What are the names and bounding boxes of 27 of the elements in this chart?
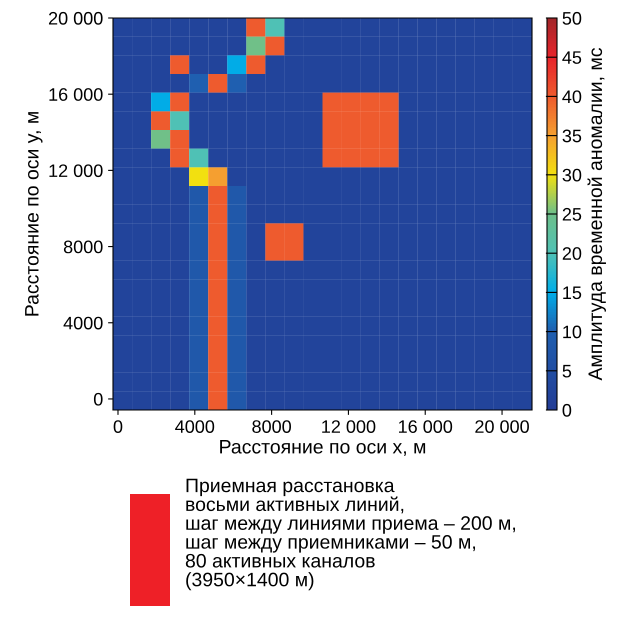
color-bar-label: 35 [562,130,582,142]
y-tick-label: 0 [94,392,103,406]
x-axis-title: Расстояние по оси x, м [220,440,426,456]
color-bar-label: 40 [562,90,582,104]
x-tick-label: 0 [114,420,122,433]
color-bar-label: 20 [562,247,582,260]
color-bar-title: Амплитуда временной аномалии, мс [588,48,606,380]
y-tick-label: 4000 [64,316,103,330]
y-tick-label: 20 000 [48,12,103,25]
x-tick-label: 16 000 [399,420,452,433]
y-axis-title: Расстояние по оси y, м [25,112,43,316]
color-bar-label: 25 [562,208,582,221]
x-tick-label: 4000 [175,420,214,433]
y-tick-label: 16 000 [49,88,103,101]
color-bar-label: 15 [563,286,582,300]
text: Приемная расстановка восьми активных линий, шаг между линиями приема – 200 м, шаг между приемниками – 50 м, 80 активных каналов (3950×1400 м) [186,478,516,590]
y-tick-label: 8000 [64,240,103,254]
color-bar-label: 30 [562,168,582,182]
color-bar-label: 10 [563,326,582,338]
x-tick-label: 12 000 [322,420,376,433]
color-bar-label: 45 [562,51,582,64]
y-tick-label: 12 000 [49,164,103,178]
x-tick-label: 8000 [252,420,291,433]
color-bar-label: 0 [562,404,572,417]
color-bar-label: 50 [562,12,582,25]
color-bar-label: 5 [562,364,572,378]
x-tick-label: 20 000 [475,420,529,433]
